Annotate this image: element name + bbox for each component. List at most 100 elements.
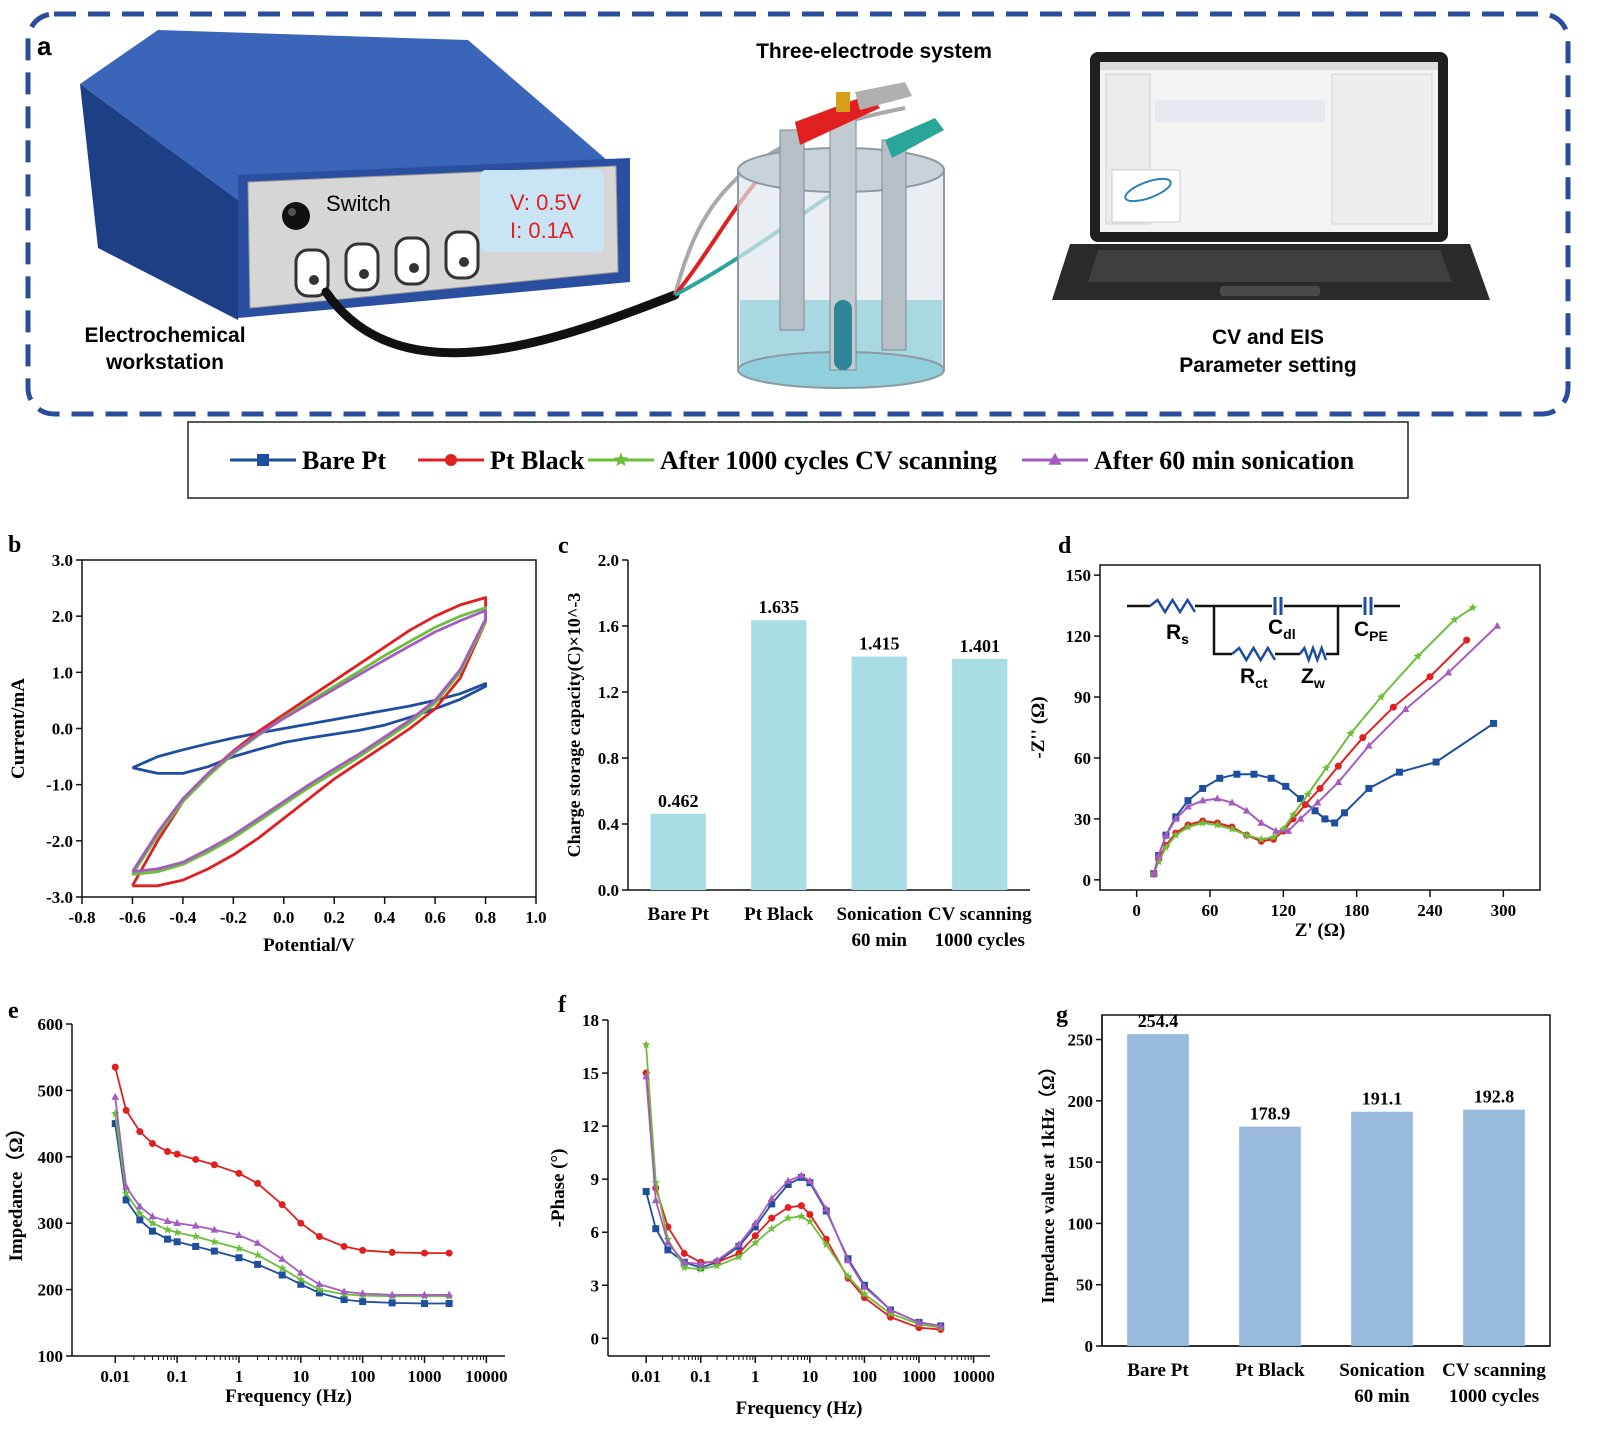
series-line-after-60-min-sonication (1152, 625, 1498, 875)
y-tick-label: 12 (582, 1117, 599, 1136)
point-pt-black (173, 1150, 181, 1158)
point-bare-pt (111, 1120, 119, 1128)
point-after-60-min-sonication (680, 1258, 689, 1266)
point-bare-pt (388, 1299, 396, 1307)
point-after-60-min-sonication (1313, 798, 1322, 806)
point-after-60-min-sonication (1444, 668, 1453, 676)
y-tick-label: 0.0 (52, 720, 73, 739)
y-tick-label: 100 (38, 1347, 64, 1366)
panel-c-charge-storage-chart: 0.0 0.4 0.8 1.2 1.6 2.0 0.462 Bare Pt 1.635 Pt Bl… (558, 533, 1032, 951)
point-after-1000-cycles-cv-scanning (712, 1261, 722, 1270)
y-tick-label: 2.0 (52, 607, 73, 626)
y-tick-label: 300 (38, 1214, 64, 1233)
point-pt-black (122, 1106, 130, 1114)
y-tick-label: 1.0 (52, 663, 73, 682)
point-after-60-min-sonication (173, 1219, 181, 1226)
label-rs: Rs (1166, 621, 1189, 647)
point-after-60-min-sonication (936, 1321, 945, 1329)
point-after-1000-cycles-cv-scanning (641, 1040, 651, 1049)
bar-value-label-bare-pt: 254.4 (1138, 1011, 1179, 1031)
x-tick-label: 0.1 (690, 1367, 711, 1386)
connector-pin-3 (409, 263, 419, 273)
display-voltage: V: 0.5V (510, 190, 582, 215)
screen-plot (1111, 169, 1181, 223)
y-axis-title: Impedance（Ω） (4, 1119, 27, 1262)
connector-4 (444, 230, 480, 280)
y-tick-label: -1.0 (46, 776, 73, 795)
y-tick-label: 3.0 (52, 551, 73, 570)
point-after-60-min-sonication (1154, 851, 1163, 859)
y-tick-label: 600 (38, 1015, 64, 1034)
point-bare-pt (1296, 795, 1304, 803)
point-after-1000-cycles-cv-scanning (1376, 692, 1386, 701)
x-category-label-sonication-60-min: Sonication (836, 904, 922, 925)
point-after-60-min-sonication (1334, 778, 1343, 786)
equivalent-circuit: Rs Cdl CPE Rct Zw (1127, 604, 1400, 691)
screen-cv-curve (1124, 177, 1172, 203)
point-pt-black (1316, 784, 1324, 792)
series-line-after-60-min-sonication (114, 1096, 450, 1296)
point-after-60-min-sonication (1401, 705, 1410, 713)
legend-marker-pt-black (445, 454, 457, 466)
bar-cv-scanning-1000-cycles (1463, 1109, 1525, 1346)
point-after-60-min-sonication (1198, 796, 1207, 804)
bar-sonication-60-min (1351, 1111, 1413, 1346)
legend-marker-bare-pt (257, 454, 269, 466)
x-tick-label: 0.4 (374, 908, 396, 927)
gray-clip (855, 82, 912, 110)
point-after-1000-cycles-cv-scanning (1303, 790, 1313, 799)
point-bare-pt (315, 1289, 323, 1297)
point-after-60-min-sonication (797, 1171, 806, 1179)
x-tick-label: 0.01 (100, 1367, 130, 1386)
point-bare-pt (164, 1235, 172, 1243)
point-bare-pt (1490, 719, 1498, 727)
point-after-60-min-sonication (664, 1238, 672, 1246)
power-switch-highlight (288, 208, 296, 216)
x-tick-label: 0 (1132, 901, 1141, 920)
point-bare-pt (1282, 782, 1290, 790)
point-pt-black (1334, 762, 1342, 770)
point-after-60-min-sonication (445, 1290, 453, 1298)
legend-marker-after-1000-cycles-cv-scanning (613, 452, 629, 467)
point-after-1000-cycles-cv-scanning (1213, 820, 1222, 829)
y-tick-label: 100 (1068, 1214, 1094, 1233)
workstation-device: Switch V: 0.5V I: 0.1A (80, 30, 630, 320)
panel-label: g (1056, 1002, 1068, 1028)
point-after-60-min-sonication (1228, 798, 1236, 806)
x-tick-label: 10000 (952, 1367, 995, 1386)
circuit-wire-branch (1212, 606, 1340, 656)
point-bare-pt (254, 1260, 262, 1268)
point-after-60-min-sonication (713, 1256, 721, 1264)
bar-pt-black (1239, 1126, 1301, 1346)
panel-label: c (558, 533, 569, 559)
bar-bare-pt (1127, 1034, 1189, 1346)
switch-label: Switch (326, 191, 391, 216)
point-bare-pt (148, 1227, 156, 1235)
bar-sonication-60-min (851, 656, 907, 890)
point-bare-pt (122, 1196, 130, 1204)
display-current: I: 0.1A (510, 218, 574, 243)
point-after-1000-cycles-cv-scanning (1468, 603, 1478, 612)
panel-f-phase-chart: 0 3 6 9 12 15 18 0.01 0.1 1 10 100 1000 10000 Frequenc… (548, 992, 995, 1419)
y-tick-label: 1.2 (598, 683, 619, 702)
x-category-label-cv-scanning-1000-cycles: CV scanning (928, 904, 1032, 925)
point-bare-pt (136, 1216, 144, 1224)
point-after-1000-cycles-cv-scanning (734, 1252, 744, 1261)
point-pt-black (297, 1219, 305, 1227)
point-bare-pt (421, 1300, 429, 1308)
point-after-1000-cycles-cv-scanning (210, 1237, 219, 1246)
point-pt-black (254, 1179, 262, 1187)
y-tick-label: 200 (1068, 1092, 1094, 1111)
legend-label-pt-black: Pt Black (490, 446, 585, 475)
x-tick-label: 100 (852, 1367, 878, 1386)
point-pt-black (784, 1203, 792, 1211)
bar-value-label-cv-scanning-1000-cycles: 192.8 (1474, 1087, 1515, 1107)
point-after-1000-cycles-cv-scanning (1154, 857, 1163, 866)
x-tick-label: 1 (751, 1367, 760, 1386)
x-tick-label: 0.2 (324, 908, 345, 927)
point-bare-pt (1250, 770, 1258, 778)
point-after-60-min-sonication (751, 1219, 760, 1227)
point-pt-black (315, 1232, 323, 1240)
x-category-label-sonication-60-min: 60 min (1354, 1386, 1410, 1407)
legend-box (187, 421, 1409, 499)
